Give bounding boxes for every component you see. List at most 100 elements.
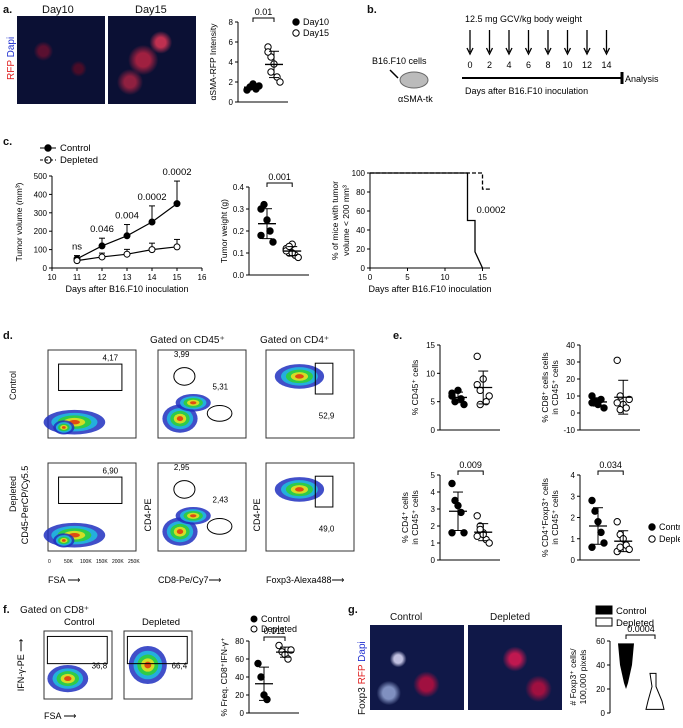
f-legend-marker — [250, 625, 258, 633]
d-ylabel-1: CD45-PerCP/Cy5.5 — [20, 466, 30, 545]
d-axis-tick: 100K — [80, 559, 92, 565]
e-treg-point-control — [600, 539, 608, 547]
c-xtick-label: 11 — [73, 273, 82, 282]
a-point-depleted — [267, 68, 275, 76]
c-weight-point-control — [269, 238, 277, 246]
e-cd4-point-control — [448, 479, 456, 488]
g-ytick-label: 20 — [596, 685, 605, 694]
e-cd45-point-control — [448, 389, 456, 397]
a-ytick-label: 8 — [229, 18, 234, 27]
cs-ylabel: volume < 200 mm³ — [341, 185, 351, 256]
a-ylabel: αSMA-RFP Intensity — [208, 23, 218, 101]
f-chart-ytick-label: 60 — [235, 655, 244, 664]
e-cd8-ytick-label: 10 — [566, 392, 575, 401]
f-chart-ylabel: % Freq. CD8⁺IFN-γ⁺ — [219, 637, 229, 716]
f-chart-pvalue: 0.011 — [264, 626, 286, 636]
e-legend-label: Depleted — [659, 534, 680, 544]
d2-depleted-gate-value: 2,43 — [213, 496, 229, 505]
e-treg-pvalue: 0.034 — [599, 460, 622, 470]
d1-control-gate-value: 4,17 — [103, 354, 119, 363]
e-cd8-point-depleted — [616, 392, 624, 400]
a-pvalue: 0.01 — [255, 8, 273, 17]
c-weight-ytick-label: 0.0 — [233, 271, 245, 280]
e-cd4-point-control — [460, 529, 468, 537]
e-cd8-ytick-label: 0 — [571, 409, 576, 418]
f-chart-ytick-label: 80 — [235, 637, 244, 646]
c-weight-ytick-label: 0.2 — [233, 227, 245, 236]
c-point — [98, 242, 106, 250]
g-control-title: Control — [390, 612, 423, 623]
cs-ytick-label: 100 — [352, 169, 366, 178]
e-treg-point-control — [588, 496, 596, 505]
c-xlabel: Days after B16.F10 inoculation — [65, 284, 188, 294]
f-chart-point-control — [254, 659, 262, 668]
c-legend-label: Control — [60, 143, 91, 154]
arrow-down-icon — [563, 47, 572, 56]
d-axis-tick: 250K — [128, 559, 140, 565]
chart-c-weight: 0.0 0.1 0.2 0.3 0.4 Tumor weight (g) 0.001 — [219, 172, 309, 280]
e-cd8-ytick-label: -10 — [563, 426, 575, 435]
e-cd45-ytick-label: 0 — [431, 426, 436, 435]
c-weight-sig-bracket — [266, 182, 293, 187]
e-cd45-ylabel: % CD45⁺ cells — [410, 360, 420, 416]
e-cd8-ylabel: in CD45⁺ cells — [550, 360, 560, 415]
e-cd8-ylabel: % CD8⁺ cells cells — [540, 352, 550, 422]
d2-control-gate — [206, 404, 233, 422]
c-ylabel: Tumor volume (mm³) — [14, 182, 24, 261]
g-depleted-title: Depleted — [490, 612, 531, 623]
a-sig-bracket — [252, 17, 275, 22]
e-treg-ylabel: in CD45⁺ cells — [550, 490, 560, 545]
f-chart-point-control — [263, 695, 271, 704]
b-dose-label: 12.5 mg GCV/kg body weight — [465, 14, 583, 24]
g-violin-depleted — [645, 672, 665, 710]
panel-a-label: a. — [3, 4, 13, 16]
a-ytick-label: 4 — [229, 58, 234, 67]
c-legend-label: Depleted — [60, 155, 98, 166]
e-cd4-point-depleted — [485, 539, 493, 547]
cs-ytick-label: 20 — [356, 245, 365, 254]
g-violin-control — [618, 643, 634, 689]
c-point — [173, 200, 181, 208]
c-ytick-label: 400 — [34, 190, 48, 199]
e-legend-marker — [648, 523, 656, 531]
e-cd4-ytick-label: 1 — [431, 539, 436, 548]
f-control-title: Control — [64, 617, 95, 628]
chart-c-survival: 0 20 40 60 80 100 0 5 10 15 Days after B16.F10 ino… — [330, 169, 506, 294]
d2-control-gate-value: 3,99 — [174, 350, 190, 359]
e-treg-point-control — [591, 507, 599, 515]
a-point-depleted — [264, 48, 272, 56]
d3-control-density — [295, 374, 304, 379]
g-ylabel: # Foxp3⁺ cells/ — [568, 648, 578, 706]
c-ytick-label: 200 — [34, 227, 48, 236]
gate-cd45-label: Gated on CD45⁺ — [150, 335, 225, 346]
micrograph-day10 — [17, 16, 105, 104]
cs-pvalue: 0.0002 — [477, 205, 506, 216]
e-cd45-point-depleted — [473, 352, 481, 361]
cs-xtick-label: 0 — [368, 273, 373, 282]
c-xtick-label: 12 — [98, 273, 107, 282]
c-weight-pvalue: 0.001 — [268, 172, 291, 182]
e-cd4-point-control — [457, 508, 465, 517]
panel-e-label: e. — [393, 330, 403, 342]
d2-depleted-density — [190, 514, 197, 518]
e-cd45-ytick-label: 5 — [431, 398, 436, 407]
e-treg-ytick-label: 2 — [571, 514, 576, 523]
f-legend-marker — [250, 615, 258, 623]
c-point — [148, 218, 156, 226]
a-point-control — [255, 82, 263, 90]
g-pvalue: 0.0004 — [627, 624, 655, 634]
c-weight-ytick-label: 0.1 — [233, 249, 245, 258]
flow-plots-d: 4,17 3,99 5,31 52,9 6,90 2,95 2,43 49,0 CD45-Per… — [20, 349, 355, 585]
d3-control-gate-value: 52,9 — [319, 412, 335, 421]
b-day-label: 14 — [601, 60, 611, 70]
d2-depleted-gate — [173, 480, 196, 499]
e-cd4-pvalue: 0.009 — [459, 460, 482, 470]
c-ytick-label: 500 — [34, 172, 48, 181]
d2-control-density — [176, 416, 184, 422]
g-legend-marker — [595, 605, 613, 615]
b-xlabel: Days after B16.F10 inoculation — [465, 86, 588, 96]
c-weight-ytick-label: 0.3 — [233, 205, 245, 214]
d1-depleted-density — [61, 539, 66, 542]
e-treg-point-control — [588, 543, 596, 551]
